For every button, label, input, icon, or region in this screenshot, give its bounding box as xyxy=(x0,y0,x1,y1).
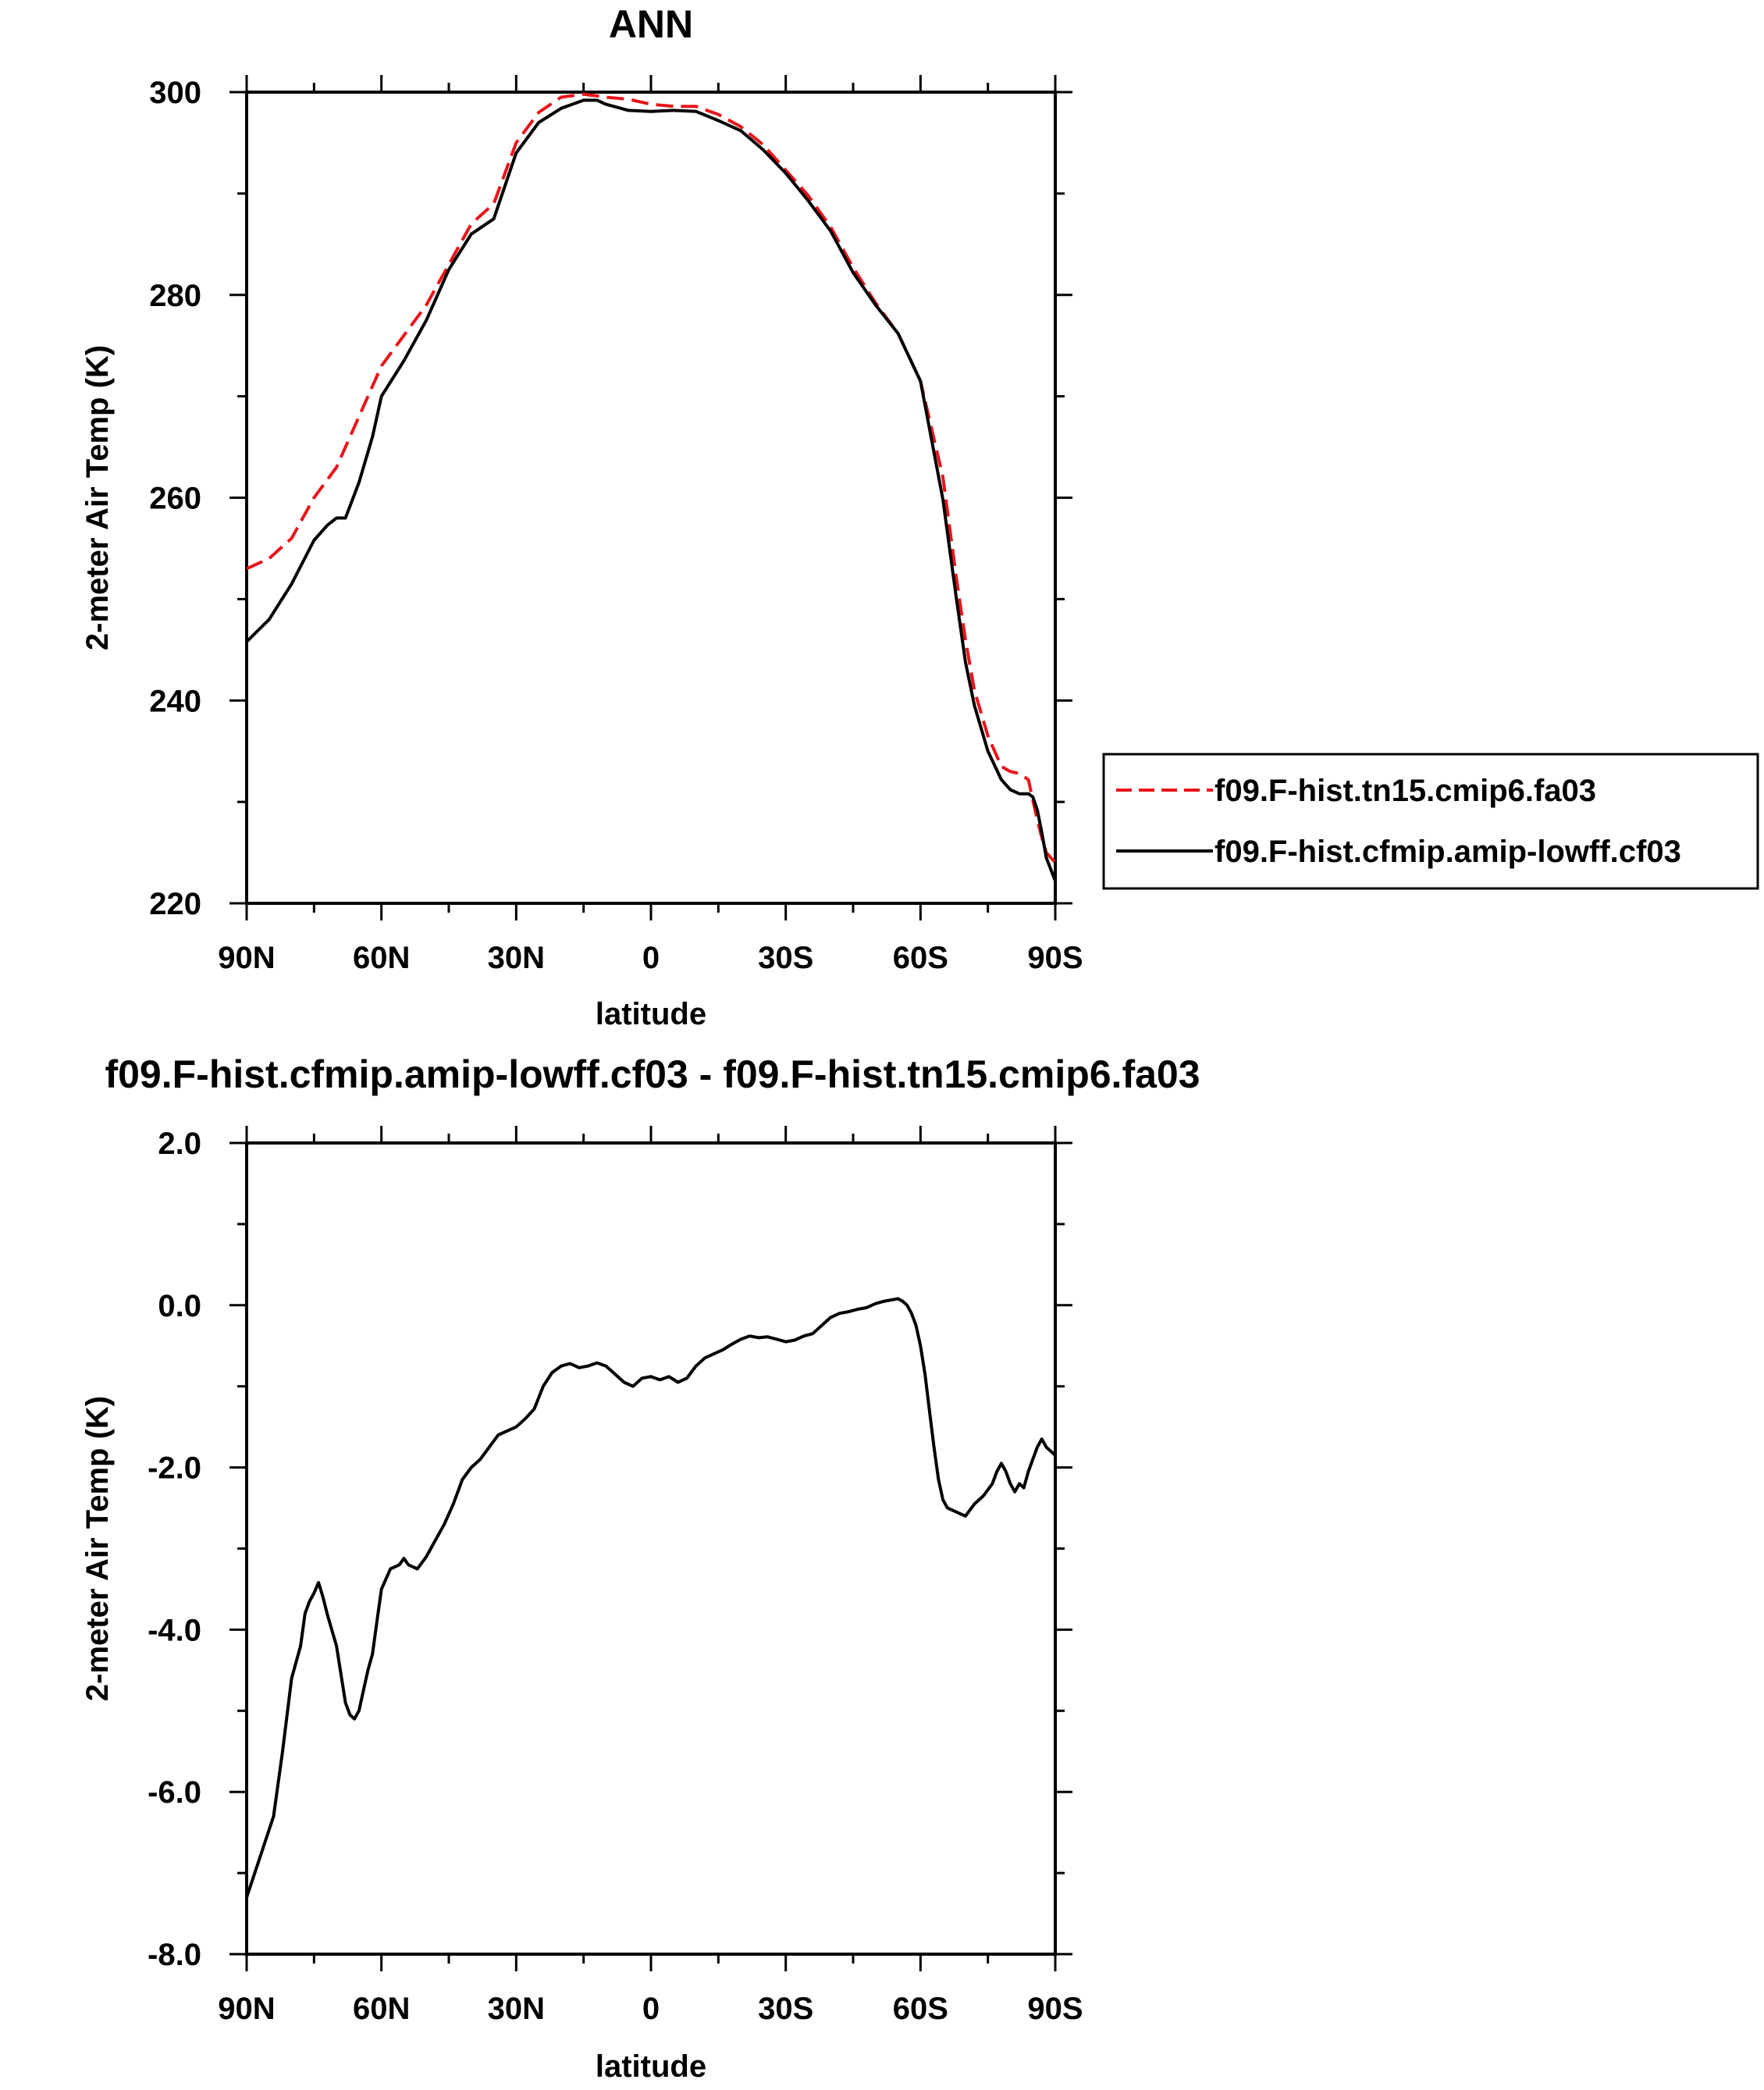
chart1-series-line-2 xyxy=(247,98,1055,882)
chart1-x-tick-label: 60S xyxy=(893,941,948,975)
chart2-y-axis-label: 2-meter Air Temp (K) xyxy=(80,1396,115,1701)
chart1-legend-label-1: f09.F-hist.tn15.cmip6.fa03 xyxy=(1215,774,1596,808)
chart1-y-tick-label: 240 xyxy=(149,684,201,718)
chart2-x-tick-label: 0 xyxy=(642,1992,660,2026)
chart2-y-tick-label: 2.0 xyxy=(158,1127,201,1161)
chart2-x-tick-label: 30S xyxy=(758,1992,813,2026)
chart1-x-tick-label: 30S xyxy=(758,941,813,975)
chart1-series-line-1 xyxy=(247,92,1055,864)
chart1-legend-label-2: f09.F-hist.cfmip.amip-lowff.cf03 xyxy=(1215,835,1681,869)
chart2-title: f09.F-hist.cfmip.amip-lowff.cf03 - f09.F… xyxy=(105,1052,1200,1096)
chart2-x-axis-label: latitude xyxy=(596,2049,706,2084)
chart1-plot-frame xyxy=(245,91,1057,905)
chart2-x-tick-label: 30N xyxy=(488,1992,545,2026)
chart1-x-tick-label: 90N xyxy=(218,941,275,975)
chart1-y-tick-label: 220 xyxy=(149,887,201,921)
chart2-y-tick-label: -6.0 xyxy=(148,1775,201,1810)
chart1-x-tick-label: 60N xyxy=(353,941,410,975)
chart2-y-tick-label: -8.0 xyxy=(148,1938,201,1972)
chart1-y-tick-label: 280 xyxy=(149,279,201,313)
chart1-title: ANN xyxy=(609,2,693,46)
chart1-x-tick-label: 0 xyxy=(642,941,660,975)
chart1-y-axis-label: 2-meter Air Temp (K) xyxy=(80,345,115,650)
chart2-x-tick-label: 90N xyxy=(218,1992,275,2026)
chart1-legend-box xyxy=(1102,753,1759,890)
chart1-y-tick-label: 300 xyxy=(149,76,201,110)
chart2-x-tick-label: 60N xyxy=(353,1992,410,2026)
chart2-y-tick-label: -2.0 xyxy=(148,1451,201,1486)
chart2-x-tick-label: 60S xyxy=(893,1992,948,2026)
chart2-y-tick-label: 0.0 xyxy=(158,1289,201,1323)
chart1-y-tick-label: 260 xyxy=(149,482,201,516)
chart1-x-tick-label: 90S xyxy=(1027,941,1083,975)
chart2-plot-frame xyxy=(245,1141,1057,1956)
chart2-x-tick-label: 90S xyxy=(1027,1992,1083,2026)
chart2-series-line-1 xyxy=(247,1297,1055,1898)
chart2-y-tick-label: -4.0 xyxy=(148,1613,201,1647)
chart1-x-axis-label: latitude xyxy=(596,997,706,1031)
chart1-x-tick-label: 30N xyxy=(488,941,545,975)
